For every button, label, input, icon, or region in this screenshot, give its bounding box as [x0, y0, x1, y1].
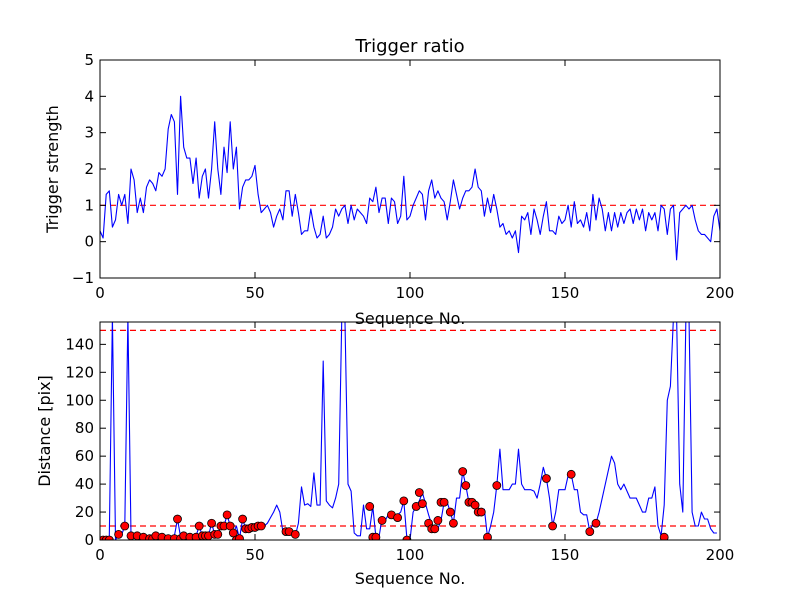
data-point-marker: [585, 527, 595, 537]
data-point-marker: [365, 502, 375, 511]
data-point-marker: [414, 488, 424, 497]
data-point-marker: [458, 467, 468, 476]
data-point-marker: [433, 516, 443, 525]
axes-frame: [99, 321, 721, 541]
x-axis-label: Sequence No.: [355, 569, 466, 588]
data-point-marker: [377, 516, 387, 525]
y-tick-label: 4: [84, 87, 94, 105]
data-point-marker: [483, 532, 492, 540]
data-point-marker: [393, 513, 403, 523]
data-point-marker: [114, 530, 123, 539]
x-tick-label: 150: [551, 546, 580, 564]
chart-title: Trigger ratio: [354, 36, 464, 57]
y-tick-label: 20: [75, 503, 94, 521]
y-tick-label: 1: [84, 196, 94, 214]
data-point-marker: [591, 518, 601, 528]
data-point-marker: [173, 514, 182, 524]
data-point-marker: [476, 507, 486, 517]
x-tick-label: 200: [706, 546, 735, 564]
y-tick-label: −1: [72, 269, 94, 287]
series-line: [100, 95, 720, 261]
data-point-marker: [399, 496, 409, 506]
data-point-marker: [417, 499, 427, 509]
data-point-marker: [439, 497, 449, 507]
data-point-marker: [104, 535, 114, 540]
data-point-marker: [120, 521, 130, 531]
y-tick-label: 120: [65, 363, 94, 381]
y-tick-label: 0: [84, 233, 94, 251]
y-tick-label: 3: [84, 124, 94, 142]
data-point-marker: [548, 521, 557, 531]
y-tick-label: 5: [84, 51, 94, 69]
y-axis-label: Trigger strength: [43, 105, 62, 234]
y-tick-label: 100: [65, 391, 94, 409]
x-tick-label: 100: [396, 546, 425, 564]
trigger-ratio-panel: Trigger ratio Sequence No. Trigger stren…: [43, 36, 734, 328]
x-tick-label: 200: [706, 284, 735, 302]
axes-frame: [99, 59, 721, 279]
data-point-marker: [542, 474, 551, 483]
data-point-marker: [430, 524, 440, 534]
data-point-marker: [207, 518, 217, 528]
data-point-marker: [402, 535, 412, 540]
data-point-marker: [222, 510, 232, 520]
y-tick-label: 0: [84, 531, 94, 549]
y-tick-label: 40: [75, 475, 94, 493]
data-point-marker: [461, 481, 471, 490]
data-point-marker: [566, 469, 576, 479]
data-point-marker: [448, 518, 458, 528]
data-point-marker: [445, 507, 455, 517]
data-point-marker: [235, 534, 244, 540]
data-point-marker: [290, 530, 300, 539]
x-tick-label: 50: [245, 284, 264, 302]
data-point-marker: [256, 521, 266, 531]
x-tick-label: 0: [95, 284, 105, 302]
y-tick-label: 140: [65, 335, 94, 353]
x-tick-label: 150: [551, 284, 580, 302]
data-point-marker: [194, 521, 204, 531]
data-point-marker: [371, 532, 381, 540]
y-tick-label: 80: [75, 419, 94, 437]
y-axis-label: Distance [pix]: [35, 375, 54, 487]
data-point-marker: [213, 530, 223, 539]
y-tick-label: 2: [84, 160, 94, 178]
y-tick-label: 60: [75, 447, 94, 465]
data-point-marker: [238, 514, 248, 524]
x-tick-label: 50: [245, 546, 264, 564]
data-point-marker: [492, 481, 502, 490]
x-axis-label: Sequence No.: [355, 309, 466, 328]
distance-panel: Sequence No. Distance [pix] 0 50 100 150 200…: [35, 321, 735, 588]
data-point-marker: [659, 532, 669, 540]
x-tick-label: 100: [396, 284, 425, 302]
x-tick-label: 0: [95, 546, 105, 564]
